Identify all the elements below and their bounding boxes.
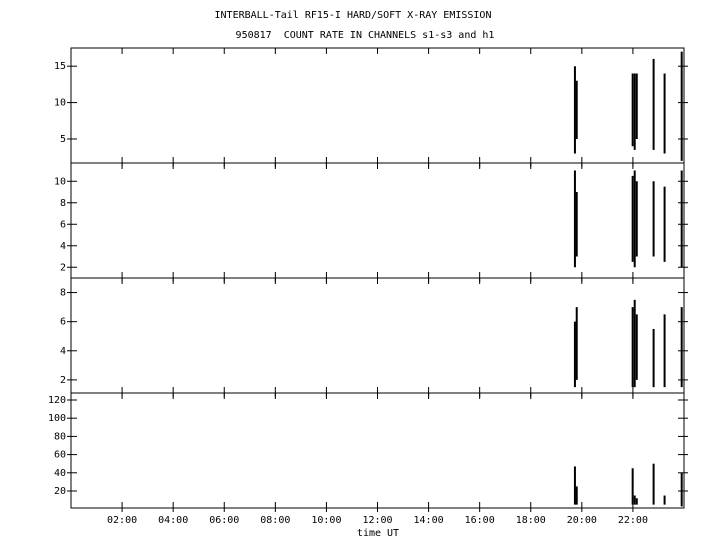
x-tick-label: 14:00 [414, 515, 444, 526]
x-tick-label: 06:00 [209, 515, 239, 526]
x-tick-label: 22:00 [618, 515, 648, 526]
y-tick-label: 6 [60, 219, 66, 230]
chart-title: INTERBALL-Tail RF15-I HARD/SOFT X-RAY EM… [215, 10, 492, 21]
y-tick-label: 100 [48, 413, 66, 424]
y-tick-label: 10 [54, 98, 66, 109]
y-tick-label: 4 [60, 346, 66, 357]
y-tick-label: 10 [54, 176, 66, 187]
y-tick-label: 20 [54, 486, 66, 497]
y-tick-label: 8 [60, 198, 66, 209]
x-tick-label: 12:00 [362, 515, 392, 526]
x-tick-label: 08:00 [260, 515, 290, 526]
y-tick-label: 60 [54, 450, 66, 461]
y-tick-label: 2 [60, 262, 66, 273]
y-tick-label: 4 [60, 241, 66, 252]
x-tick-label: 04:00 [158, 515, 188, 526]
x-tick-label: 02:00 [107, 515, 137, 526]
y-tick-label: 8 [60, 288, 66, 299]
x-tick-label: 18:00 [516, 515, 546, 526]
y-tick-label: 40 [54, 468, 66, 479]
x-axis-label: time UT [357, 528, 399, 539]
y-tick-label: 120 [48, 395, 66, 406]
y-tick-label: 2 [60, 375, 66, 386]
y-tick-label: 6 [60, 317, 66, 328]
y-tick-label: 80 [54, 431, 66, 442]
x-tick-label: 16:00 [465, 515, 495, 526]
chart-subtitle: 950817 COUNT RATE IN CHANNELS s1-s3 and … [236, 30, 495, 41]
y-tick-label: 15 [54, 61, 66, 72]
x-tick-label: 20:00 [567, 515, 597, 526]
x-tick-label: 10:00 [311, 515, 341, 526]
y-tick-label: 5 [60, 134, 66, 145]
